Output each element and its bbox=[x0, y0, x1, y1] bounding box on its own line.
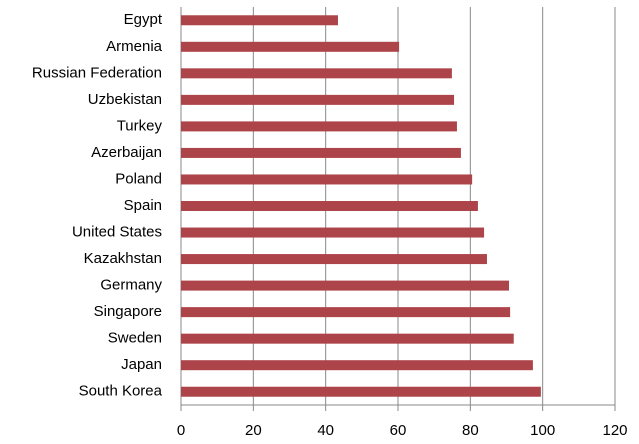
bar bbox=[181, 94, 455, 105]
bar bbox=[181, 174, 473, 185]
bar bbox=[181, 254, 487, 265]
bar bbox=[181, 227, 485, 238]
y-tick-label: Germany bbox=[100, 277, 162, 294]
bar bbox=[181, 333, 514, 344]
bar bbox=[181, 147, 461, 158]
x-tick-label: 40 bbox=[317, 422, 334, 439]
bar bbox=[181, 386, 541, 397]
y-tick-label: Spain bbox=[124, 197, 162, 214]
y-tick-label: Singapore bbox=[94, 303, 162, 320]
y-tick-label: Russian Federation bbox=[32, 64, 162, 81]
y-tick-label: United States bbox=[72, 224, 162, 241]
y-tick-label: Azerbaijan bbox=[91, 144, 162, 161]
bar bbox=[181, 280, 510, 291]
y-tick-label: Armenia bbox=[106, 38, 163, 55]
y-tick-label: Turkey bbox=[117, 117, 163, 134]
x-tick-label: 80 bbox=[462, 422, 479, 439]
y-tick-label: Egypt bbox=[124, 11, 163, 28]
y-tick-label: South Korea bbox=[79, 383, 163, 400]
bar bbox=[181, 307, 511, 318]
y-tick-label: Japan bbox=[121, 356, 162, 373]
bar bbox=[181, 41, 400, 52]
x-tick-label: 20 bbox=[245, 422, 262, 439]
x-tick-label: 0 bbox=[177, 422, 185, 439]
bar bbox=[181, 121, 457, 132]
y-tick-label: Poland bbox=[115, 170, 162, 187]
y-tick-label: Kazakhstan bbox=[84, 250, 162, 267]
bar bbox=[181, 360, 533, 371]
x-tick-label: 60 bbox=[390, 422, 407, 439]
x-tick-label: 100 bbox=[530, 422, 555, 439]
x-tick-label: 120 bbox=[602, 422, 627, 439]
bar bbox=[181, 15, 338, 26]
y-tick-label: Sweden bbox=[108, 330, 162, 347]
y-tick-label: Uzbekistan bbox=[88, 91, 162, 108]
bar bbox=[181, 201, 478, 211]
bar bbox=[181, 68, 452, 79]
